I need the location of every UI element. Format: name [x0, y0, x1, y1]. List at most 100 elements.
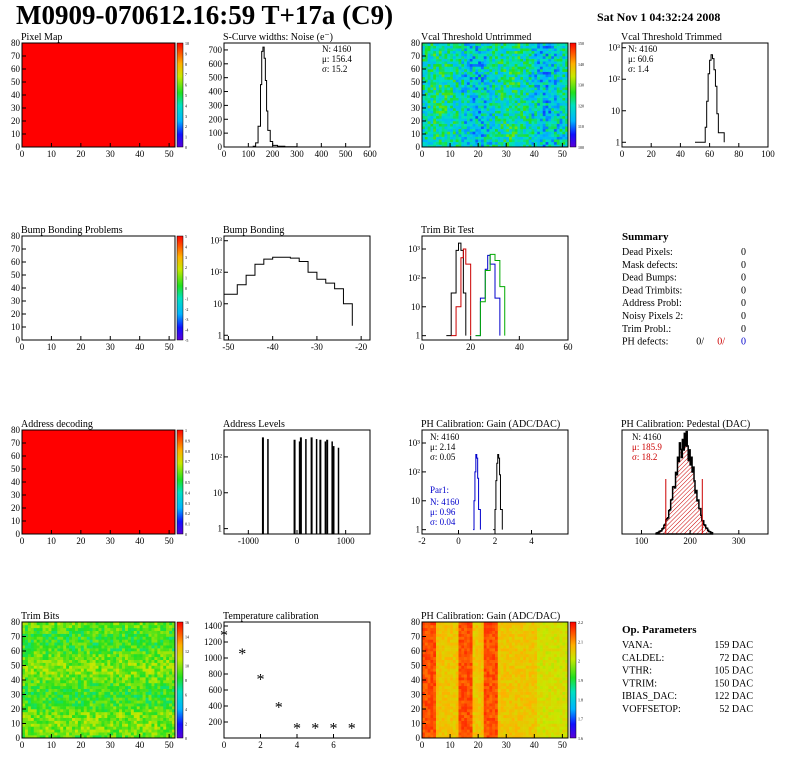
- vcal-untrimmed-cell: [514, 95, 518, 98]
- vcal-untrimmed-cell: [433, 58, 437, 62]
- trim-bits-cell: [145, 717, 149, 721]
- vcal-untrimmed-cell: [464, 50, 468, 54]
- vcal-untrimmed-cell: [523, 87, 527, 91]
- vcal-untrimmed-cell: [458, 48, 462, 52]
- trim-bits-cell: [133, 665, 138, 669]
- trim-bits-cell: [163, 685, 167, 689]
- vcal-untrimmed-cell: [520, 61, 524, 65]
- vcal-untrimmed-cell: [531, 113, 535, 117]
- vcal-untrimmed-cell: [511, 89, 515, 93]
- trim-bits-cell: [122, 703, 126, 707]
- trim-bits-cell: [60, 668, 64, 672]
- ph-gain-map-cell: [433, 688, 437, 692]
- vcal-untrimmed-cell: [565, 92, 569, 96]
- address-decoding-xtick-label: 40: [135, 536, 145, 546]
- trim-bits-cell: [169, 703, 173, 707]
- vcal-untrimmed-cell: [545, 45, 549, 49]
- trim-bits-cell: [148, 735, 152, 739]
- trim-bits-cell: [33, 723, 38, 727]
- summary-label: Mask defects:: [622, 260, 678, 271]
- trim-bits-cell: [116, 682, 120, 687]
- trim-bits-cell: [142, 706, 146, 710]
- vcal-untrimmed-cell: [551, 53, 555, 57]
- vcal-untrimmed-cell: [534, 123, 538, 127]
- trim-bits-cell: [45, 668, 49, 672]
- vcal-untrimmed-cell: [475, 45, 479, 49]
- vcal-untrimmed-cell: [503, 53, 507, 57]
- vcal-untrimmed-cell: [441, 71, 445, 75]
- vcal-untrimmed-cell: [548, 50, 552, 54]
- trim-bits-cell: [151, 680, 155, 684]
- summary-label: Address Probl:: [622, 298, 682, 309]
- vcal-untrimmed-cell: [452, 84, 456, 88]
- trim-bits-cell: [166, 720, 170, 724]
- vcal-untrimmed-cell: [542, 144, 546, 148]
- vcal-untrimmed-cell: [461, 84, 465, 88]
- vcal-untrimmed-cell: [422, 139, 426, 143]
- ph-gain-map-cell: [433, 653, 437, 658]
- vcal-untrimmed-cell: [514, 66, 518, 70]
- vcal-untrimmed-cell: [545, 58, 549, 62]
- ph-gain-map-cell: [447, 697, 451, 701]
- vcal-untrimmed-cell: [438, 141, 442, 145]
- vcal-untrimmed-cell: [537, 82, 541, 85]
- trim-bits-cell: [24, 633, 29, 637]
- vcal-untrimmed-cell: [548, 118, 552, 122]
- vcal-untrimmed-cell: [562, 61, 566, 65]
- trim-bits-cell: [130, 677, 135, 681]
- vcal-untrimmed-cell: [545, 82, 549, 85]
- trim-bits-cell: [89, 656, 93, 660]
- trim-bits-cell: [122, 659, 126, 663]
- trim-bits-cell: [92, 688, 96, 692]
- ph-gain-map-cell: [444, 691, 448, 695]
- trim-bits-cell: [63, 622, 67, 626]
- vcal-untrimmed-cell: [472, 123, 476, 127]
- vcal-untrimmed-cell: [520, 84, 524, 88]
- trim-bits-cell: [157, 627, 161, 631]
- vcal-untrimmed-cell: [478, 69, 482, 72]
- trim-bits-cell: [54, 674, 58, 678]
- ph-gain-map-cell: [427, 700, 431, 704]
- trim-bits-cell: [77, 633, 82, 637]
- trim-bits-cell: [116, 688, 120, 692]
- vcal-trimmed-frame: [621, 42, 769, 148]
- trim-bits-cell: [54, 636, 58, 640]
- trim-bits-cell: [148, 642, 152, 646]
- trim-bits-cell: [95, 717, 99, 721]
- vcal-untrimmed-cell: [433, 128, 437, 132]
- trim-bits-cell: [151, 648, 155, 652]
- trim-bits-cell: [139, 703, 143, 707]
- trim-bits-cell: [104, 726, 108, 730]
- trim-bits-cell: [24, 653, 29, 658]
- vcal-untrimmed-cell: [500, 97, 504, 101]
- trim-bits-cell: [86, 717, 90, 721]
- vcal-untrimmed-cell: [525, 92, 529, 96]
- vcal-untrimmed-cell: [447, 134, 451, 137]
- vcal-trimmed-stat-mu: μ: 60.6: [628, 54, 654, 64]
- trim-bits-cell: [145, 645, 149, 649]
- vcal-untrimmed-cell: [441, 136, 445, 140]
- trim-bits-ytick-label: 80: [11, 617, 21, 627]
- vcal-untrimmed-cell: [528, 45, 532, 49]
- trim-bits-cell: [92, 714, 96, 718]
- vcal-untrimmed-cell: [517, 102, 521, 106]
- trim-bits-cell: [27, 624, 32, 629]
- trim-bits-cell: [51, 671, 55, 675]
- ph-pedestal-xtick-label: 100: [635, 536, 649, 546]
- trim-bits-cell: [33, 662, 38, 666]
- vcal-untrimmed-cell: [556, 66, 560, 70]
- trim-bits-cell: [124, 648, 129, 652]
- vcal-untrimmed-cell: [545, 63, 549, 67]
- trim-bits-cell: [163, 662, 167, 666]
- trim-bits-cell: [83, 665, 88, 669]
- vcal-untrimmed-cell: [539, 69, 544, 72]
- vcal-untrimmed-cell: [486, 71, 490, 75]
- vcal-untrimmed-cell: [441, 115, 445, 119]
- ph-gain-map-cell: [444, 688, 448, 692]
- vcal-untrimmed-cell: [492, 74, 496, 78]
- vcal-untrimmed-cell: [455, 110, 459, 114]
- vcal-untrimmed-cell: [447, 126, 451, 130]
- vcal-untrimmed-cell: [464, 134, 468, 137]
- ph-gain-map-cell: [438, 639, 442, 643]
- vcal-untrimmed-cell: [478, 50, 482, 54]
